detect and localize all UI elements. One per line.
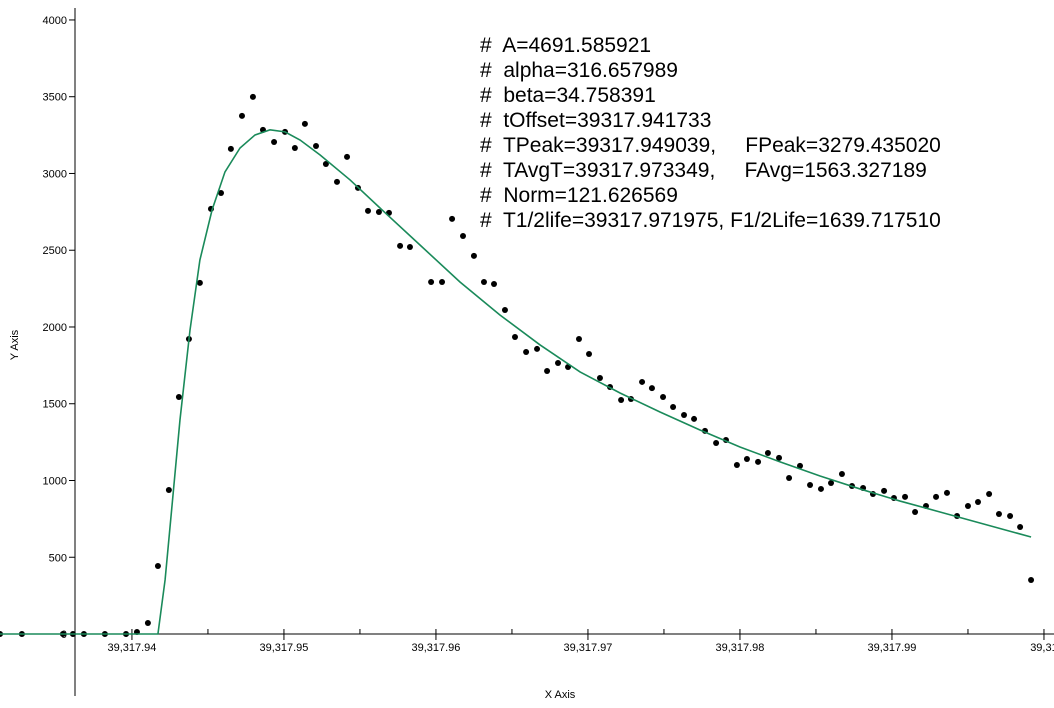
data-point	[974, 498, 981, 505]
data-point	[154, 563, 161, 570]
x-tick-label: 39,317.96	[411, 642, 460, 654]
data-point	[1028, 576, 1035, 583]
data-point	[660, 393, 667, 400]
y-tick-label: 1500	[43, 399, 67, 411]
data-point	[480, 279, 487, 286]
data-point	[196, 279, 203, 286]
fit-parameter: # TAvgT=39317.973349, FAvg=1563.327189	[480, 159, 927, 182]
data-point	[743, 456, 750, 463]
data-point	[344, 153, 351, 160]
y-tick-label: 2000	[43, 322, 67, 334]
x-tick-label: 39,317.94	[107, 642, 156, 654]
data-point	[227, 145, 234, 152]
y-tick-label: 4000	[43, 15, 67, 27]
data-point	[322, 160, 329, 167]
data-point	[1017, 524, 1024, 531]
data-point	[470, 252, 477, 259]
data-point	[144, 619, 151, 626]
y-tick-label: 3000	[43, 168, 67, 180]
data-point	[523, 349, 530, 356]
data-point	[271, 138, 278, 145]
data-point	[681, 411, 688, 418]
data-point	[618, 397, 625, 404]
data-point	[995, 510, 1002, 517]
data-point	[439, 279, 446, 286]
data-point	[449, 215, 456, 222]
data-point	[881, 487, 888, 494]
data-point	[902, 493, 909, 500]
fit-parameter: # beta=34.758391	[480, 84, 656, 107]
data-point	[491, 280, 498, 287]
y-tick-label: 2500	[43, 245, 67, 257]
x-tick-label: 39,317.95	[259, 642, 308, 654]
data-point	[964, 502, 971, 509]
fit-parameter: # tOffset=39317.941733	[480, 109, 711, 132]
data-point	[365, 207, 372, 214]
data-point	[755, 458, 762, 465]
fit-curve	[0, 129, 1032, 635]
data-point	[397, 242, 404, 249]
data-point	[786, 475, 793, 482]
data-point	[733, 461, 740, 468]
data-point	[460, 232, 467, 239]
data-point	[511, 333, 518, 340]
data-point	[1007, 512, 1014, 519]
data-point	[807, 481, 814, 488]
data-point	[175, 393, 182, 400]
data-point	[534, 345, 541, 352]
fit-parameter: # TPeak=39317.949039, FPeak=3279.435020	[480, 134, 941, 157]
data-point	[838, 471, 845, 478]
data-point	[291, 144, 298, 151]
y-tick-label: 1000	[43, 475, 67, 487]
data-point	[639, 378, 646, 385]
data-point	[648, 385, 655, 392]
x-tick-label: 39,31	[1030, 642, 1054, 654]
data-point	[670, 403, 677, 410]
data-point	[933, 493, 940, 500]
data-point	[428, 279, 435, 286]
data-point	[828, 479, 835, 486]
data-point	[501, 306, 508, 313]
data-point	[713, 440, 720, 447]
y-tick-label: 3500	[43, 92, 67, 104]
data-point	[406, 244, 413, 251]
fit-parameter: # A=4691.585921	[480, 34, 651, 57]
data-point	[333, 178, 340, 185]
fit-parameter: # alpha=316.657989	[480, 59, 678, 82]
data-point	[375, 209, 382, 216]
data-point	[691, 415, 698, 422]
data-point	[797, 462, 804, 469]
data-point	[575, 335, 582, 342]
data-point	[764, 450, 771, 457]
data-point	[986, 491, 993, 498]
data-point	[776, 454, 783, 461]
x-tick-label: 39,317.99	[867, 642, 916, 654]
data-point	[313, 142, 320, 149]
fit-parameter: # T1/2life=39317.971975, F1/2Life=1639.7…	[480, 209, 941, 232]
data-point	[586, 351, 593, 357]
data-point	[596, 374, 603, 381]
x-tick-label: 39,317.98	[715, 642, 764, 654]
data-point	[912, 508, 919, 515]
y-tick-label: 500	[49, 552, 67, 564]
fit-parameter: # Norm=121.626569	[480, 184, 678, 207]
data-point	[943, 489, 950, 496]
x-axis-title: X Axis	[545, 689, 576, 701]
data-point	[544, 368, 551, 375]
data-point	[165, 487, 172, 494]
data-point	[218, 189, 225, 196]
x-tick-label: 39,317.97	[563, 642, 612, 654]
data-point	[817, 485, 824, 492]
data-point	[249, 93, 256, 100]
data-point	[301, 120, 308, 127]
data-point	[555, 360, 562, 367]
data-point	[238, 112, 245, 119]
y-axis-title: Y Axis	[9, 329, 21, 360]
